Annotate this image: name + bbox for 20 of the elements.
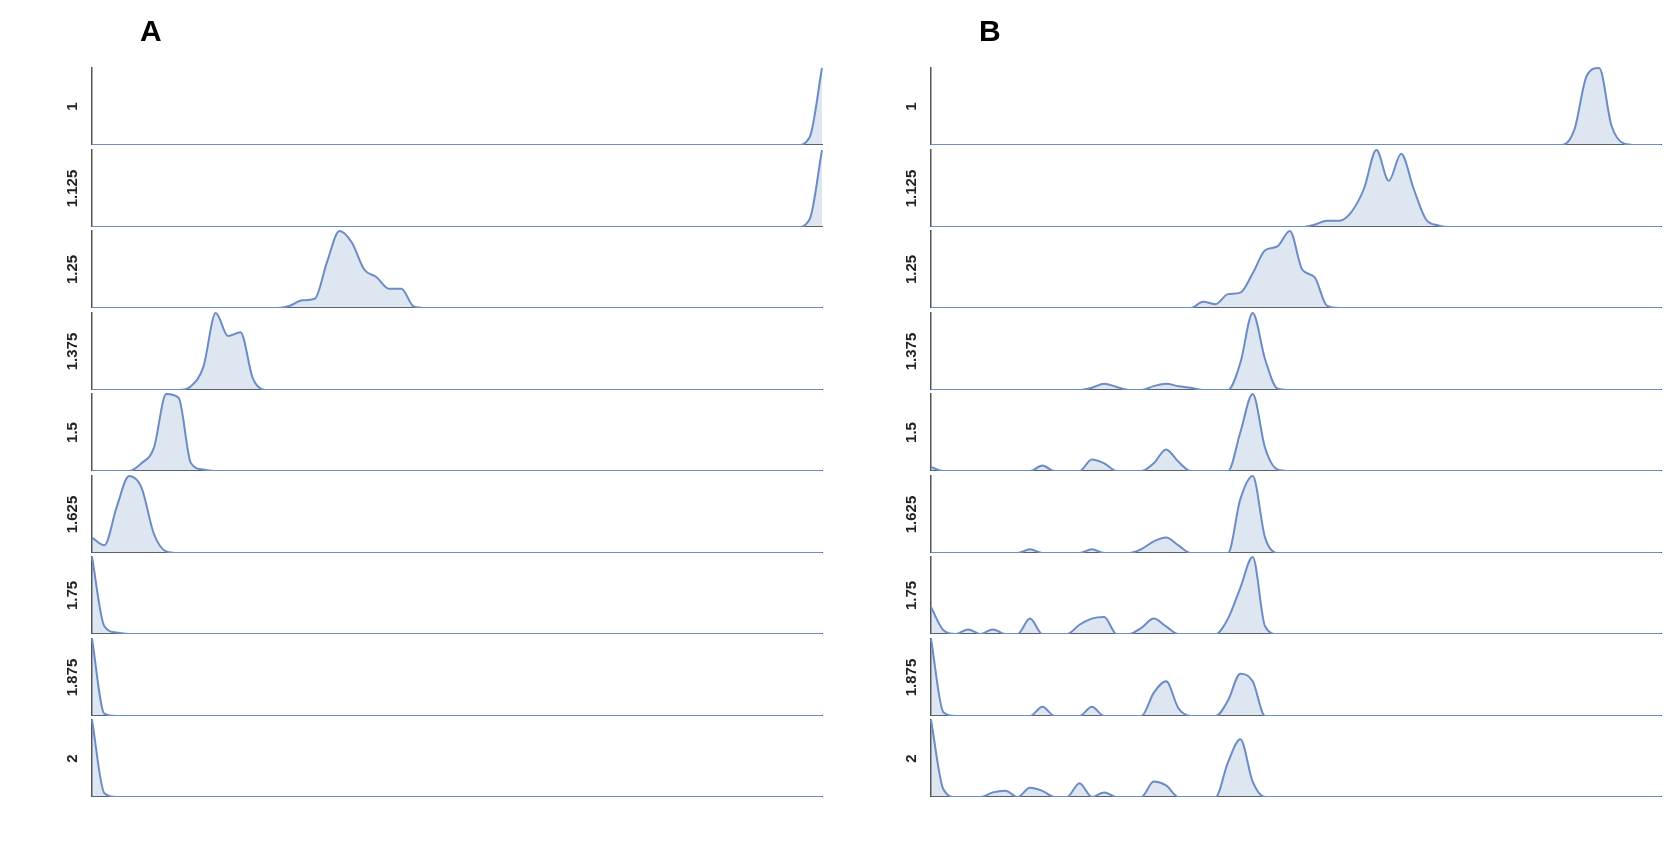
y-axis-title: 1.625 <box>902 495 920 533</box>
y-axis-title: 1.75 <box>902 580 920 611</box>
y-axis-title: 1.25 <box>63 254 81 285</box>
y-axis-title: 1.75 <box>63 580 81 611</box>
y-axis-title: 1 <box>902 102 920 111</box>
y-axis-title: 1.875 <box>63 658 81 696</box>
y-axis-title: 2 <box>902 754 920 763</box>
y-axis-title: 2 <box>63 754 81 763</box>
y-axis-title: 1.5 <box>902 422 920 443</box>
y-axis-title: 1.375 <box>63 332 81 370</box>
y-axis-title: 1.125 <box>63 169 81 207</box>
chart-title: A <box>140 14 162 48</box>
y-axis-title: 1.375 <box>902 332 920 370</box>
y-axis-title: 1.5 <box>63 422 81 443</box>
y-axis-title: 1.25 <box>902 254 920 285</box>
y-axis-title: 1.875 <box>902 658 920 696</box>
chart-title: B <box>979 14 1001 48</box>
y-axis-title: 1.125 <box>902 169 920 207</box>
y-axis-title: 1.625 <box>63 495 81 533</box>
y-axis-title: 1 <box>63 102 81 111</box>
